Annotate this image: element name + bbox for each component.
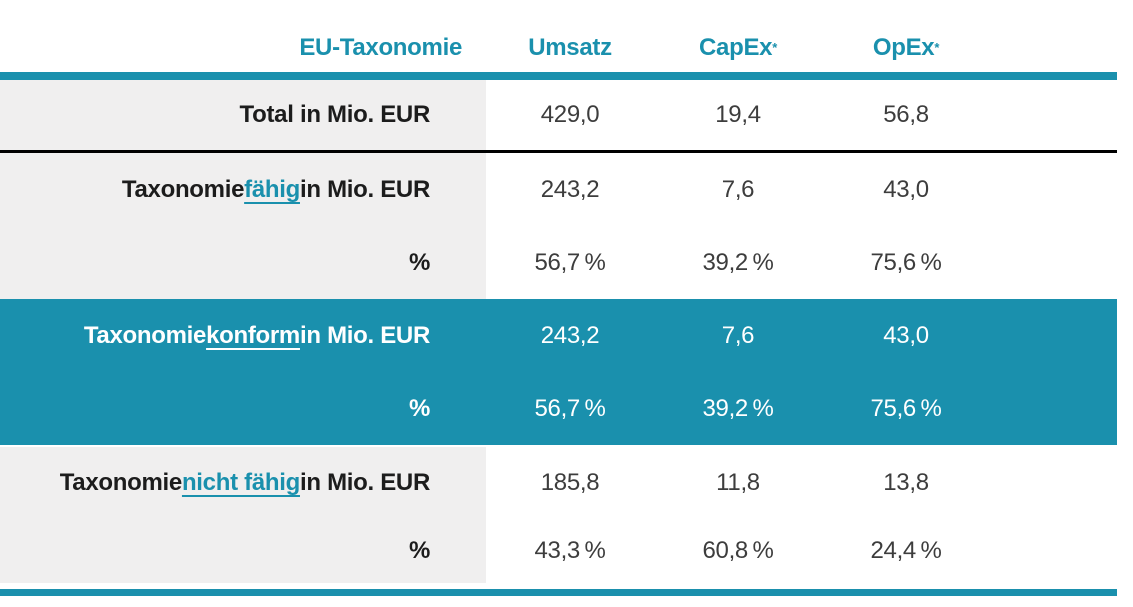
row-label-total: Total in Mio. EUR — [0, 80, 486, 150]
row-label-text: Taxonomie — [121, 176, 245, 203]
table-header-row: EU-Taxonomie Umsatz CapEx * OpEx * — [0, 0, 1117, 72]
eu-taxonomy-table: EU-Taxonomie Umsatz CapEx * OpEx * Total i… — [0, 0, 1117, 596]
cell-konform-pct-capex: 39,2 % — [702, 394, 774, 422]
row-spacer — [990, 227, 1117, 299]
row-label-text: Taxonomie — [83, 321, 207, 349]
row-spacer — [990, 153, 1117, 227]
cell-konform-pct-opex: 75,6 % — [870, 394, 942, 422]
cell-nicht-faehig-pct-umsatz: 43,3 % — [534, 537, 606, 564]
cell-nicht-faehig-opex: 13,8 — [883, 469, 929, 496]
highlight-gap — [0, 445, 1117, 447]
table-row-nicht-faehig-percent: % 43,3 % 60,8 % 24,4 % — [0, 519, 1117, 583]
cell-konform-pct-umsatz: 56,7 % — [534, 394, 606, 422]
table-row-taxonomie-nicht-faehig: Taxonomie nicht fähig in Mio. EUR 185,8 … — [0, 447, 1117, 519]
cell-nicht-faehig-pct-capex: 60,8 % — [702, 537, 774, 564]
cell-nicht-faehig-umsatz: 185,8 — [540, 469, 600, 496]
row-spacer — [990, 299, 1117, 372]
cell-konform-opex: 43,0 — [883, 321, 929, 349]
corner-header-eu-taxonomie: EU-Taxonomie — [299, 34, 462, 61]
row-label-percent: % — [0, 227, 486, 299]
row-label-percent: % — [0, 519, 486, 583]
cell-nicht-faehig-capex: 11,8 — [716, 469, 760, 496]
cell-faehig-capex: 7,6 — [721, 176, 755, 203]
row-label-text: in Mio. EUR — [299, 176, 430, 203]
row-label-taxonomie-konform: Taxonomie konform in Mio. EUR — [0, 299, 486, 372]
row-spacer — [990, 519, 1117, 583]
table-row-taxonomie-konform: Taxonomie konform in Mio. EUR 243,2 7,6 … — [0, 299, 1117, 372]
table-row-faehig-percent: % 56,7 % 39,2 % 75,6 % — [0, 227, 1117, 299]
column-header-capex-label: CapEx — [699, 34, 773, 61]
row-spacer — [990, 372, 1117, 445]
row-label-text: % — [408, 249, 430, 276]
row-label-text: Taxonomie — [59, 469, 183, 496]
cell-faehig-pct-umsatz: 56,7 % — [534, 249, 606, 276]
table-row-konform-percent: % 56,7 % 39,2 % 75,6 % — [0, 372, 1117, 445]
row-label-text: in Mio. EUR — [299, 469, 430, 496]
row-label-text: Total in Mio. EUR — [239, 101, 431, 128]
cell-faehig-umsatz: 243,2 — [540, 176, 600, 203]
column-header-umsatz: Umsatz — [486, 0, 654, 84]
cell-total-umsatz: 429,0 — [540, 101, 600, 128]
header-spacer — [990, 0, 1117, 84]
total-row-rule — [0, 150, 1117, 153]
row-label-text: in Mio. EUR — [299, 321, 430, 349]
row-label-emphasis: konform — [206, 321, 300, 349]
bottom-gap — [0, 583, 1117, 589]
row-label-text: % — [408, 537, 430, 564]
row-spacer — [990, 80, 1117, 150]
column-header-umsatz-label: Umsatz — [528, 34, 612, 61]
header-rule — [0, 72, 1117, 80]
cell-faehig-opex: 43,0 — [883, 176, 929, 203]
row-label-emphasis: nicht fähig — [181, 469, 300, 496]
cell-faehig-pct-capex: 39,2 % — [702, 249, 774, 276]
cell-total-opex: 56,8 — [883, 101, 929, 128]
row-label-taxonomie-faehig: Taxonomie fähig in Mio. EUR — [0, 153, 486, 227]
cell-konform-umsatz: 243,2 — [540, 321, 600, 349]
row-label-emphasis: fähig — [244, 176, 300, 203]
column-header-capex: CapEx * — [699, 34, 777, 61]
row-label-text: % — [408, 394, 430, 422]
cell-nicht-faehig-pct-opex: 24,4 % — [870, 537, 942, 564]
table-row-total: Total in Mio. EUR 429,0 19,4 56,8 — [0, 80, 1117, 150]
row-label-percent: % — [0, 372, 486, 445]
column-header-opex: OpEx * — [872, 34, 940, 61]
table-row-taxonomie-faehig: Taxonomie fähig in Mio. EUR 243,2 7,6 43… — [0, 153, 1117, 227]
bottom-rule — [0, 589, 1117, 596]
column-header-opex-label: OpEx — [872, 34, 935, 61]
cell-total-capex: 19,4 — [715, 101, 761, 128]
row-spacer — [990, 447, 1117, 519]
cell-faehig-pct-opex: 75,6 % — [870, 249, 942, 276]
cell-konform-capex: 7,6 — [721, 321, 755, 349]
row-label-taxonomie-nicht-faehig: Taxonomie nicht fähig in Mio. EUR — [0, 447, 486, 519]
